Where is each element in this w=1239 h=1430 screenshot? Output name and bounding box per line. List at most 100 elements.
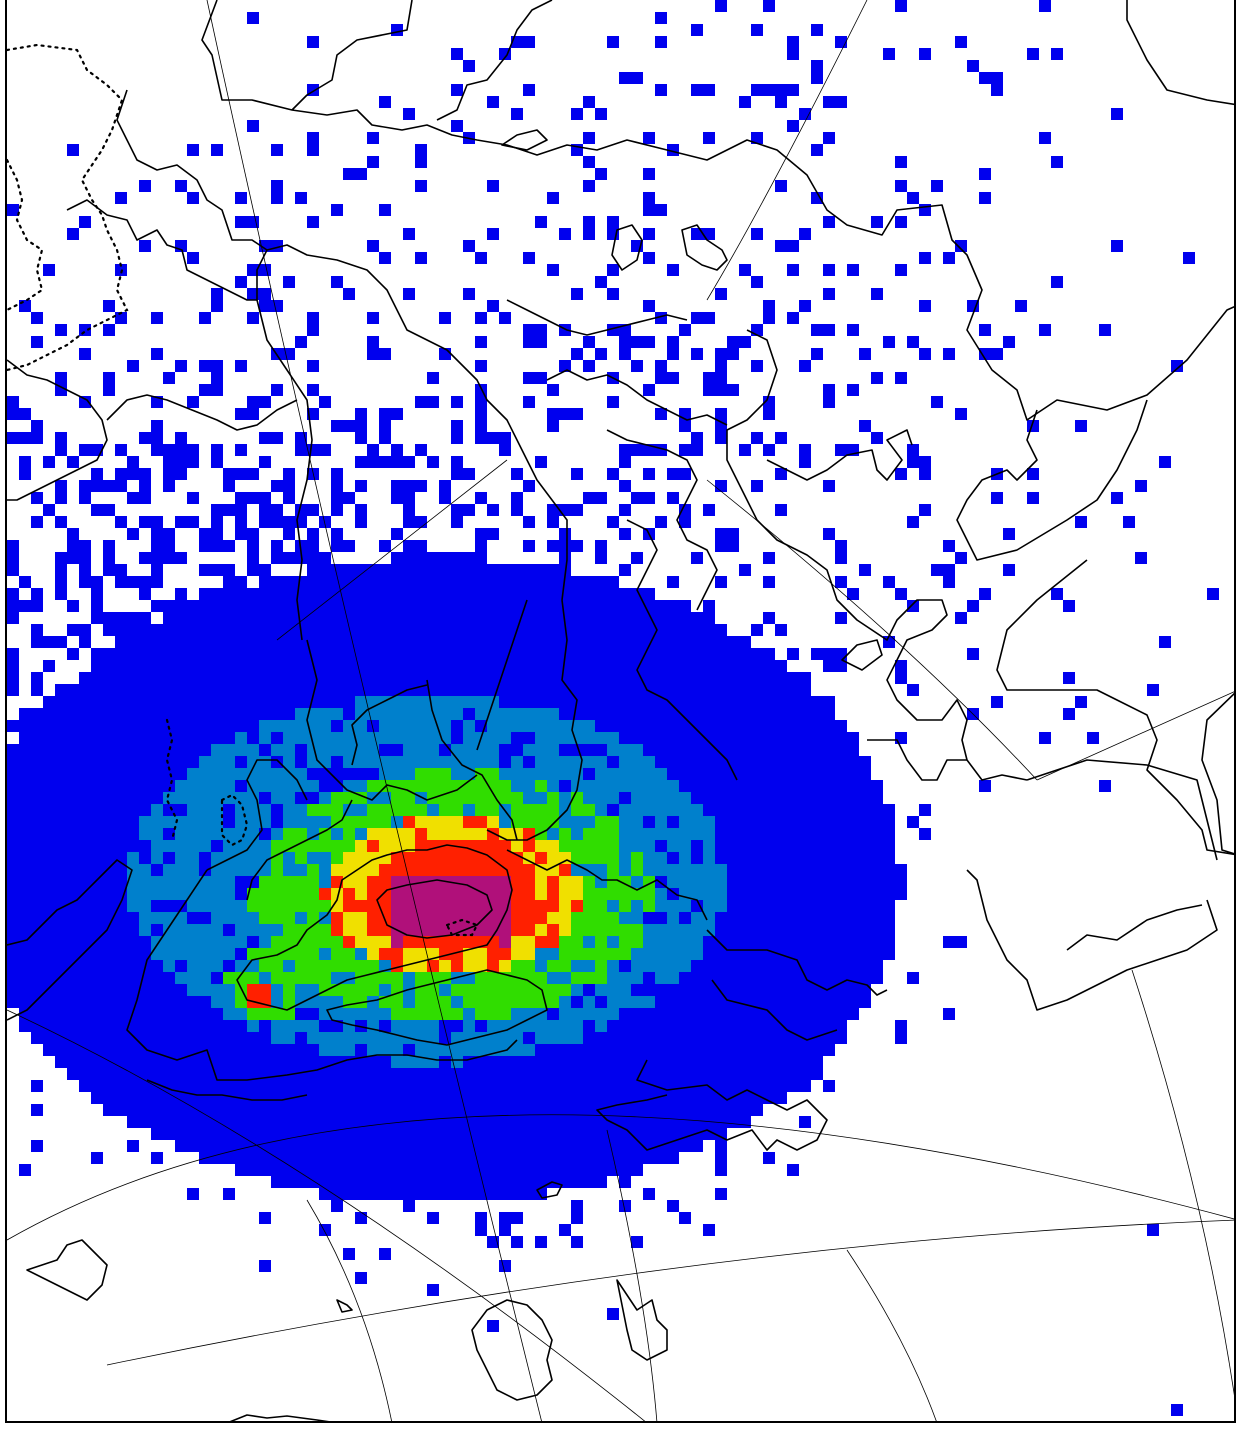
density-cell <box>739 660 751 672</box>
density-cell <box>715 1080 727 1092</box>
density-cell <box>487 804 499 816</box>
density-cell <box>751 1020 763 1032</box>
density-cell <box>559 660 571 672</box>
density-cell <box>367 720 379 732</box>
density-cell <box>187 648 199 660</box>
density-cell <box>775 900 787 912</box>
density-cell <box>319 1140 331 1152</box>
density-cell <box>103 672 115 684</box>
density-cell <box>475 828 487 840</box>
density-cell <box>127 984 139 996</box>
density-cell <box>715 768 727 780</box>
density-cell <box>631 1152 643 1164</box>
density-cell <box>619 1044 631 1056</box>
density-cell <box>247 408 259 420</box>
density-cell <box>655 708 667 720</box>
density-cell <box>607 516 619 528</box>
density-cell <box>535 924 547 936</box>
density-cell <box>511 1020 523 1032</box>
density-cell <box>43 816 55 828</box>
density-cell <box>331 1068 343 1080</box>
density-cell <box>499 744 511 756</box>
density-cell <box>103 684 115 696</box>
density-cell <box>811 888 823 900</box>
density-cell <box>775 744 787 756</box>
coastline <box>726 329 1028 781</box>
density-cell <box>307 960 319 972</box>
density-cell <box>439 1188 451 1200</box>
density-cell <box>547 624 559 636</box>
density-cell <box>463 1188 475 1200</box>
density-cell <box>487 1140 499 1152</box>
density-cell <box>211 936 223 948</box>
density-cell <box>679 912 691 924</box>
density-cell <box>331 504 343 516</box>
density-cell <box>511 708 523 720</box>
density-cell <box>547 780 559 792</box>
density-cell <box>283 1152 295 1164</box>
density-cell <box>511 672 523 684</box>
density-cell <box>271 960 283 972</box>
density-cell <box>187 1008 199 1020</box>
density-cell <box>415 252 427 264</box>
density-cell <box>811 720 823 732</box>
density-cell <box>583 708 595 720</box>
density-cell <box>259 624 271 636</box>
density-cell <box>547 1140 559 1152</box>
density-cell <box>655 648 667 660</box>
density-cell <box>319 1068 331 1080</box>
density-cell <box>295 972 307 984</box>
density-cell <box>595 576 607 588</box>
density-cell <box>343 888 355 900</box>
density-cell <box>31 1080 43 1092</box>
density-cell <box>523 612 535 624</box>
density-cell <box>595 768 607 780</box>
density-cell <box>199 756 211 768</box>
density-cell <box>415 1032 427 1044</box>
density-cell <box>379 900 391 912</box>
density-cell <box>55 1044 67 1056</box>
density-cell <box>403 1044 415 1056</box>
density-cell <box>211 792 223 804</box>
density-cell <box>751 24 763 36</box>
density-cell <box>151 840 163 852</box>
density-cell <box>79 396 91 408</box>
density-cell <box>451 1068 463 1080</box>
density-cell <box>103 768 115 780</box>
density-cell <box>799 792 811 804</box>
density-cell <box>67 864 79 876</box>
density-cell <box>211 1104 223 1116</box>
density-cell <box>283 972 295 984</box>
density-cell <box>259 636 271 648</box>
density-cell <box>175 672 187 684</box>
density-cell <box>451 564 463 576</box>
density-cell <box>283 588 295 600</box>
density-cell <box>439 1104 451 1116</box>
density-cell <box>739 684 751 696</box>
density-cell <box>691 1068 703 1080</box>
density-cell <box>967 648 979 660</box>
density-cell <box>139 1044 151 1056</box>
density-cell <box>79 864 91 876</box>
density-cell <box>103 960 115 972</box>
density-cell <box>55 432 67 444</box>
density-cell <box>355 912 367 924</box>
density-cell <box>859 924 871 936</box>
density-cell <box>175 708 187 720</box>
density-cell <box>727 900 739 912</box>
density-cell <box>79 348 91 360</box>
density-cell <box>427 636 439 648</box>
density-cell <box>847 588 859 600</box>
density-cell <box>211 972 223 984</box>
density-cell <box>643 1188 655 1200</box>
density-cell <box>103 792 115 804</box>
density-cell <box>823 720 835 732</box>
density-cell <box>703 744 715 756</box>
density-cell <box>487 888 499 900</box>
density-cell <box>979 588 991 600</box>
density-cell <box>103 372 115 384</box>
density-cell <box>451 828 463 840</box>
density-cell <box>55 876 67 888</box>
density-cell <box>655 1152 667 1164</box>
density-cell <box>1003 336 1015 348</box>
